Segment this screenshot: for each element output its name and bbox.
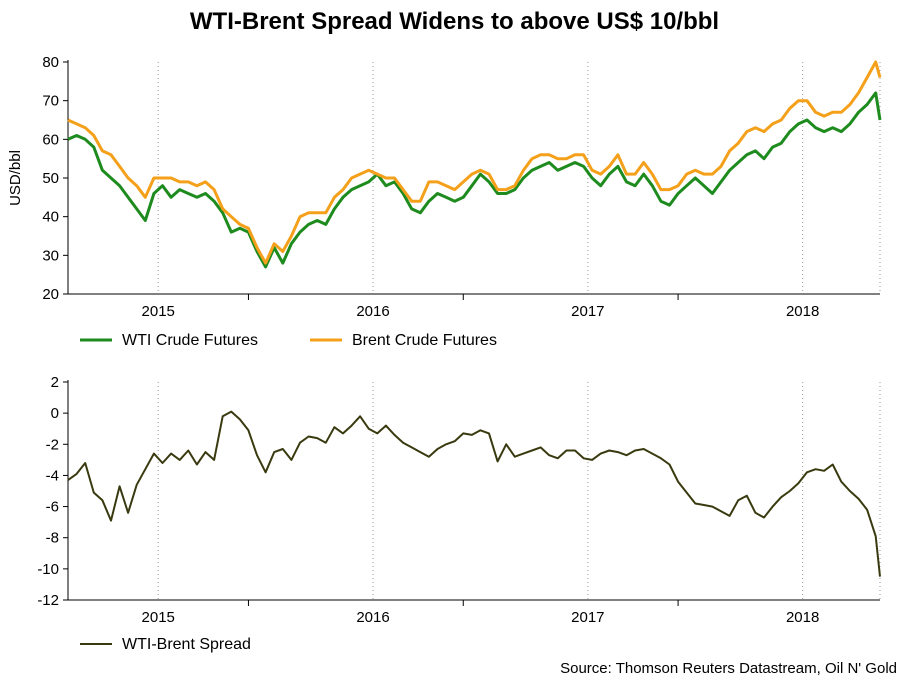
price-y-tick-label: 80 — [42, 54, 59, 71]
price-x-tick-label: 2015 — [142, 303, 175, 320]
price-y-axis-label: USD/bbl — [7, 150, 24, 206]
spread-y-tick-label: -10 — [37, 561, 59, 578]
spread-x-tick-label: 2017 — [571, 609, 604, 626]
spread-panel: -12 -10 -8 -6 -4 -2 0 2 2015 2016 2017 2018 — [37, 374, 881, 626]
spread-y-tick-label: -6 — [46, 499, 59, 516]
series-line-brent-crude-futures — [67, 60, 882, 265]
chart-title: WTI-Brent Spread Widens to above US$ 10/… — [189, 8, 720, 35]
price-y-tick-label: 70 — [42, 93, 59, 110]
legend-label-wti: WTI Crude Futures — [122, 332, 258, 349]
source-note: Source: Thomson Reuters Datastream, Oil … — [560, 660, 897, 677]
spread-x-tick-label: 2015 — [142, 609, 175, 626]
price-y-tick-label: 30 — [42, 247, 59, 264]
price-x-tick-label: 2016 — [356, 303, 389, 320]
price-legend: WTI Crude Futures Brent Crude Futures — [80, 332, 497, 349]
legend-label-spread: WTI-Brent Spread — [122, 636, 251, 653]
series-line-wti-brent-spread — [67, 410, 881, 577]
spread-y-tick-label: -2 — [46, 436, 59, 453]
price-panel: 20 30 40 50 60 70 80 2015 2016 2017 2018 USD/bbl — [7, 54, 882, 320]
spread-y-tick-label: -12 — [37, 592, 59, 609]
spread-y-tick-label: 2 — [51, 374, 59, 391]
price-y-tick-label: 50 — [42, 170, 59, 187]
spread-legend: WTI-Brent Spread — [80, 636, 251, 653]
price-x-tick-label: 2018 — [786, 303, 819, 320]
legend-label-brent: Brent Crude Futures — [352, 332, 497, 349]
price-x-tick-label: 2017 — [571, 303, 604, 320]
price-y-tick-label: 60 — [42, 131, 59, 148]
spread-y-tick-label: 0 — [51, 405, 59, 422]
price-y-tick-label: 40 — [42, 209, 59, 226]
spread-x-tick-label: 2016 — [356, 609, 389, 626]
spread-y-tick-label: -8 — [46, 530, 59, 547]
price-y-tick-label: 20 — [42, 286, 59, 303]
spread-x-tick-label: 2018 — [786, 609, 819, 626]
series-line-wti-crude-futures — [67, 91, 882, 269]
spread-y-tick-label: -4 — [46, 467, 59, 484]
